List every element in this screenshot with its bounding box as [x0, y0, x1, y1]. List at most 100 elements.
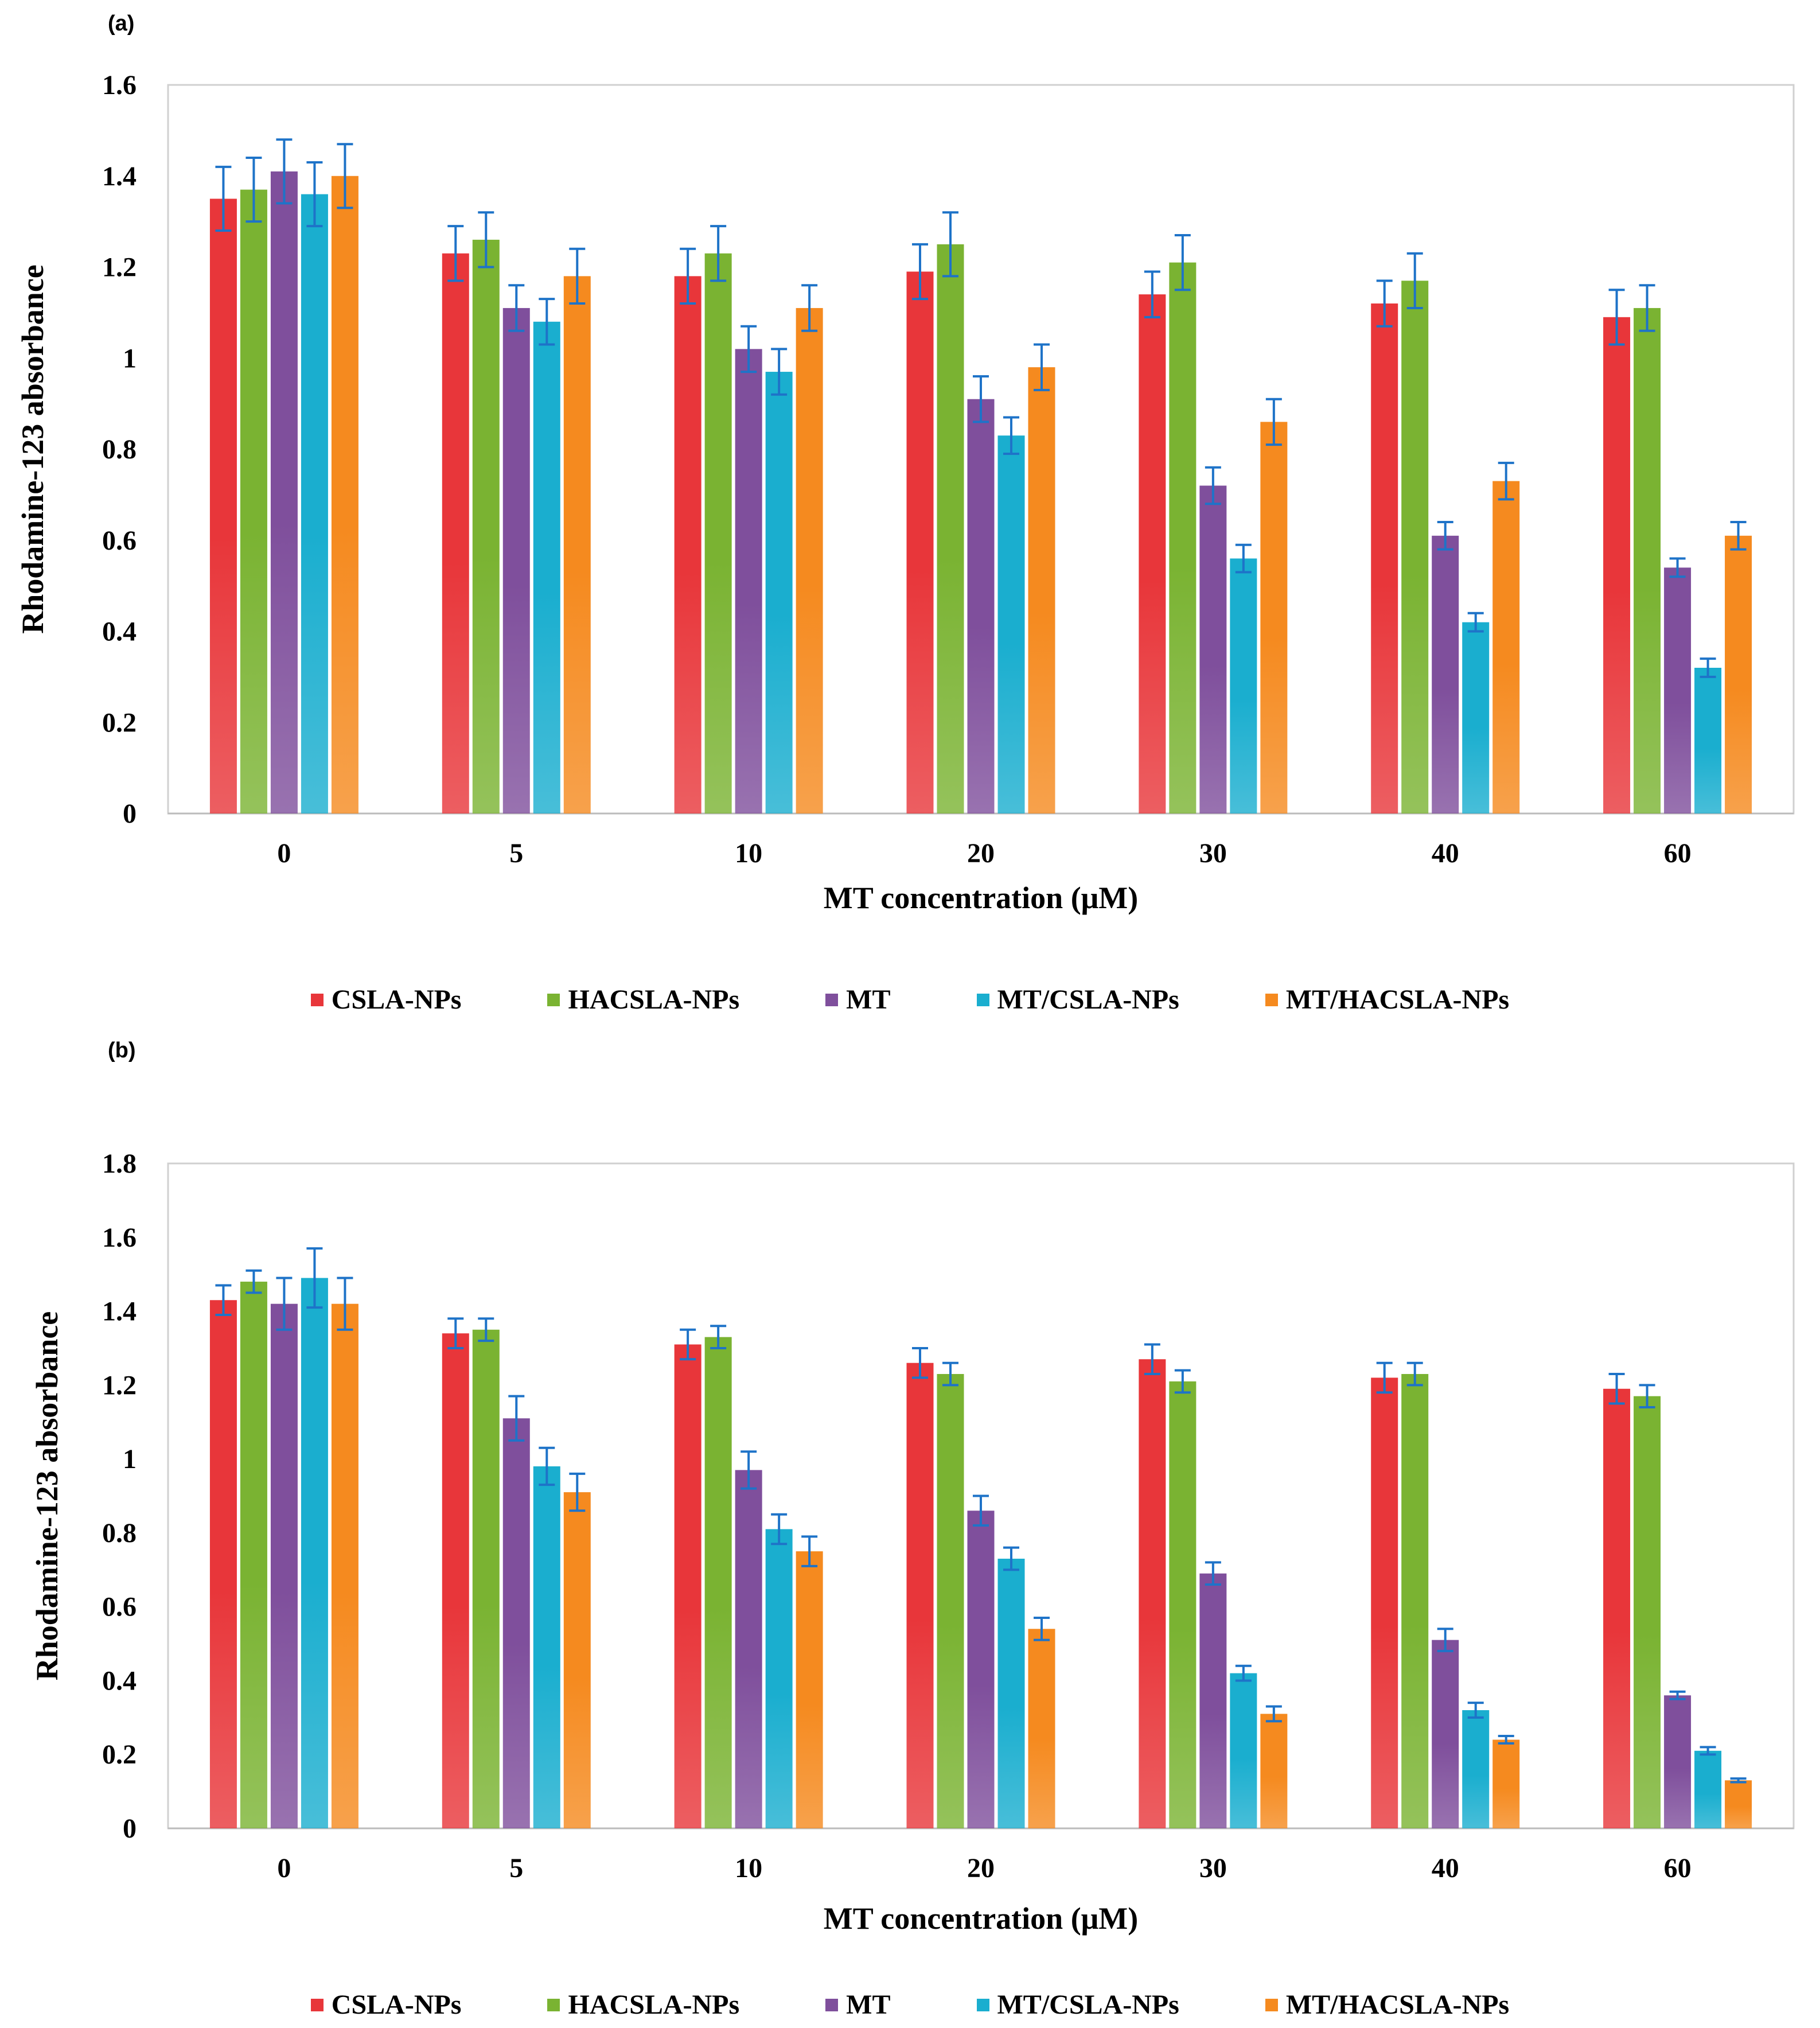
bar — [1462, 1710, 1490, 1828]
bar — [1725, 535, 1752, 813]
legend-label: CSLA-NPs — [331, 984, 462, 1015]
bar — [997, 435, 1025, 813]
bar — [270, 171, 298, 813]
y-tick-label: 1.8 — [102, 1149, 137, 1179]
bar — [1260, 422, 1288, 813]
legend-swatch — [310, 993, 324, 1006]
bar — [735, 349, 762, 813]
legend-item: HACSLA-NPs — [547, 984, 739, 1015]
y-tick-label: 0.2 — [102, 1739, 137, 1770]
legend-item: MT — [825, 1989, 891, 2021]
bar — [1028, 1629, 1055, 1828]
legend-item: CSLA-NPs — [310, 984, 462, 1015]
bar — [1401, 1374, 1429, 1828]
x-tick-label: 30 — [1199, 838, 1227, 869]
legend-label: MT — [846, 984, 891, 1015]
x-axis-title: MT concentration (μM) — [824, 881, 1139, 915]
bar — [502, 307, 530, 813]
x-tick-label: 60 — [1664, 1853, 1692, 1883]
y-tick-label: 0.4 — [102, 617, 137, 647]
legend-swatch — [825, 1998, 839, 2011]
bar — [1664, 1695, 1692, 1828]
bar — [209, 1300, 237, 1828]
bar — [967, 1511, 995, 1828]
panel-label: (a) — [108, 11, 135, 36]
bar — [674, 276, 702, 813]
x-tick-label: 60 — [1664, 838, 1692, 869]
y-tick-label: 1.6 — [102, 70, 137, 100]
bar — [1371, 1377, 1398, 1828]
bar — [533, 321, 560, 813]
bar — [442, 1333, 469, 1828]
y-tick-label: 0.8 — [102, 434, 137, 465]
legend-label: HACSLA-NPs — [568, 984, 740, 1015]
bar — [240, 189, 267, 813]
bar — [209, 198, 237, 813]
panel-label: (b) — [108, 1038, 136, 1062]
bar — [1139, 294, 1166, 813]
legend-item: MT/HACSLA-NPs — [1265, 1989, 1509, 2021]
legend-swatch — [1265, 993, 1278, 1006]
bar-chart-a: 0 0.2 0.4 0.6 0.8 1 1.2 1.4 1.6 0 5 10 20 30 40 60 MT co… — [15, 70, 1795, 915]
y-tick-label: 1.2 — [102, 252, 137, 283]
x-tick-label: 0 — [277, 1853, 291, 1883]
legend-label: MT/CSLA-NPs — [997, 1990, 1179, 2020]
legend-swatch — [1265, 1998, 1278, 2011]
bar — [1603, 317, 1631, 813]
bar — [1139, 1359, 1166, 1828]
x-tick-label: 10 — [735, 1853, 762, 1883]
bar — [331, 176, 358, 813]
legend-item: CSLA-NPs — [310, 1989, 462, 2021]
bar — [704, 1337, 732, 1828]
bar — [1432, 535, 1459, 813]
legend-swatch — [310, 1998, 324, 2011]
y-tick-label: 1 — [123, 343, 137, 373]
legend-swatch — [547, 1998, 560, 2011]
legend-swatch — [976, 993, 989, 1006]
bar — [937, 1374, 964, 1828]
bar — [1199, 1573, 1227, 1828]
x-tick-label: 30 — [1199, 1853, 1227, 1883]
legend-a: CSLA-NPs HACSLA-NPs MT MT/CSLA-NPs MT/HACSLA… — [0, 984, 1820, 1015]
bar — [735, 1470, 762, 1828]
bar — [563, 1492, 591, 1828]
bar — [1432, 1640, 1459, 1828]
bar — [1634, 307, 1661, 813]
y-tick-label: 1.6 — [102, 1223, 137, 1253]
y-tick-label: 0.2 — [102, 707, 137, 738]
legend-item: MT/CSLA-NPs — [976, 984, 1179, 1015]
bar — [704, 253, 732, 813]
bar — [1199, 485, 1227, 813]
legend-label: MT/CSLA-NPs — [997, 984, 1179, 1015]
bar — [1230, 558, 1257, 813]
legend-label: HACSLA-NPs — [568, 1990, 740, 2020]
bar — [796, 307, 823, 813]
bar — [967, 399, 995, 813]
bar — [270, 1303, 298, 1828]
bar — [1603, 1388, 1631, 1828]
bar — [533, 1466, 560, 1828]
y-tick-label: 0.6 — [102, 1592, 137, 1622]
x-tick-label: 10 — [735, 838, 762, 869]
y-tick-label: 1.2 — [102, 1370, 137, 1400]
legend-swatch — [825, 993, 839, 1006]
bar — [301, 194, 328, 813]
bar — [1694, 1750, 1722, 1828]
x-tick-label: 5 — [509, 838, 523, 869]
bar — [472, 239, 500, 813]
legend-b: CSLA-NPs HACSLA-NPs MT MT/CSLA-NPs MT/HACSLA… — [0, 1989, 1820, 2021]
bar — [1492, 481, 1520, 813]
legend-label: CSLA-NPs — [331, 1990, 462, 2020]
bar — [563, 276, 591, 813]
bar — [1694, 668, 1722, 813]
y-tick-label: 0.8 — [102, 1518, 137, 1548]
bar — [906, 271, 934, 813]
y-tick-label: 1.4 — [102, 161, 137, 192]
bar — [1169, 262, 1197, 813]
bar — [301, 1278, 328, 1828]
legend-swatch — [976, 1998, 989, 2011]
y-tick-label: 1.4 — [102, 1297, 137, 1327]
legend-swatch — [547, 993, 560, 1006]
bar — [472, 1329, 500, 1828]
x-tick-label: 40 — [1432, 1853, 1459, 1883]
